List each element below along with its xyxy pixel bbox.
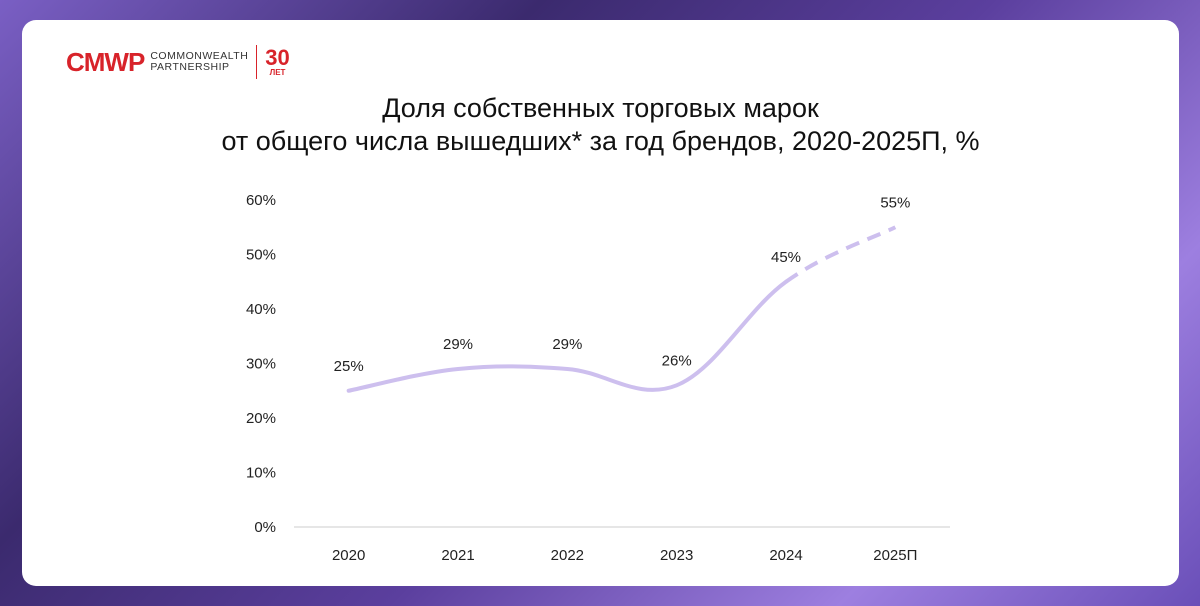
y-tick-label: 30% bbox=[246, 356, 276, 373]
y-tick-label: 40% bbox=[246, 301, 276, 318]
forecast-line bbox=[784, 225, 897, 284]
data-label: 26% bbox=[662, 352, 692, 369]
data-label: 55% bbox=[880, 194, 910, 211]
x-tick-label: 2025П bbox=[873, 547, 917, 564]
x-tick-label: 2021 bbox=[441, 547, 474, 564]
chart-title-line2: от общего числа вышедших* за год брендов… bbox=[221, 126, 980, 156]
logo-line1: COMMONWEALTH bbox=[150, 50, 249, 62]
series-line bbox=[346, 225, 897, 393]
chart-title-line1: Доля собственных торговых марок bbox=[382, 93, 819, 123]
logo-anniversary: 30 ЛЕТ bbox=[265, 44, 290, 77]
y-tick-label: 60% bbox=[246, 192, 276, 209]
logo-separator bbox=[256, 45, 258, 79]
data-label: 29% bbox=[552, 336, 582, 353]
logo-years: 30 bbox=[265, 44, 290, 70]
y-tick-label: 20% bbox=[246, 410, 276, 427]
x-tick-label: 2023 bbox=[660, 547, 693, 564]
y-tick-label: 0% bbox=[254, 519, 276, 536]
y-tick-label: 50% bbox=[246, 247, 276, 264]
data-label: 29% bbox=[443, 336, 473, 353]
logo-mark: CMWP bbox=[66, 46, 145, 77]
actual-line bbox=[346, 279, 788, 393]
data-labels: 25% 29% 29% 26% 45% 55% bbox=[334, 194, 911, 375]
logo-years-label: ЛЕТ bbox=[269, 67, 286, 77]
logo-text: COMMONWEALTH PARTNERSHIP bbox=[150, 51, 248, 73]
x-tick-label: 2022 bbox=[551, 547, 584, 564]
company-logo: CMWP COMMONWEALTH PARTNERSHIP 30 ЛЕТ bbox=[66, 42, 290, 82]
x-tick-label: 2020 bbox=[332, 547, 365, 564]
x-tick-label: 2024 bbox=[769, 547, 802, 564]
data-label: 45% bbox=[771, 249, 801, 266]
y-tick-label: 10% bbox=[246, 465, 276, 482]
data-label: 25% bbox=[334, 358, 364, 375]
line-chart: 0%10%20%30%40%50%60% 2020 2021 2022 2023 202… bbox=[246, 192, 950, 564]
chart-title: Доля собственных торговых марок от общег… bbox=[22, 92, 1179, 158]
logo-line2: PARTNERSHIP bbox=[150, 61, 230, 73]
y-axis: 0% 10% 20% 30% 40% 50% 60% bbox=[246, 192, 276, 536]
chart-card: CMWP COMMONWEALTH PARTNERSHIP 30 ЛЕТ Дол… bbox=[22, 20, 1179, 586]
x-axis: 2020 2021 2022 2023 2024 2025П bbox=[294, 526, 950, 564]
